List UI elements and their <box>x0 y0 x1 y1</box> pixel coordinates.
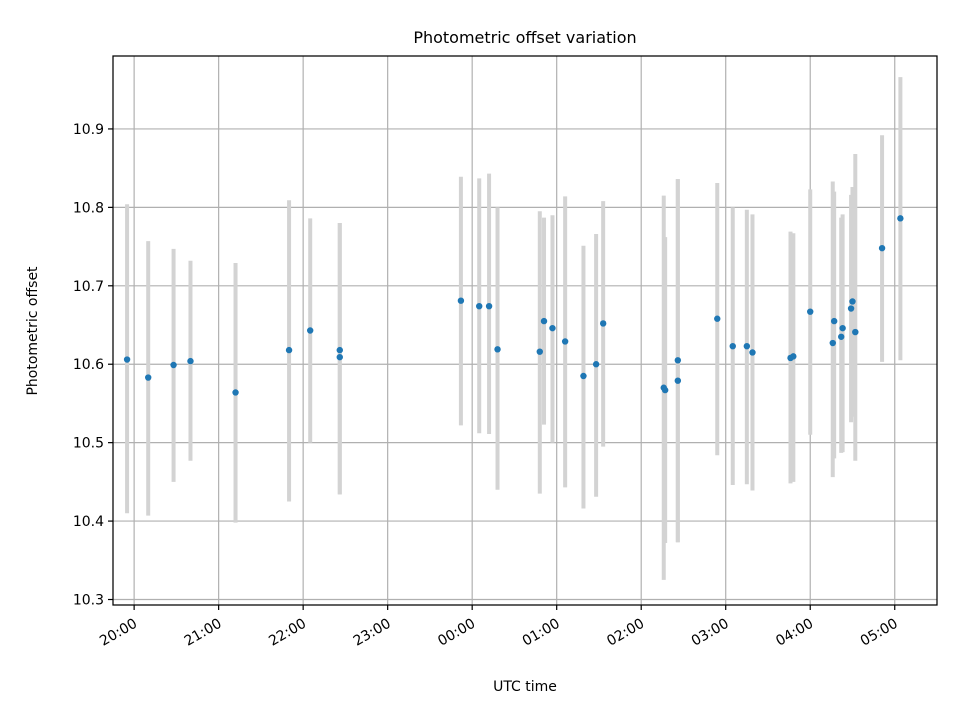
data-point <box>549 324 556 332</box>
data-point <box>674 377 682 384</box>
y-tick-label: 10.5 <box>73 436 104 452</box>
y-tick-label: 10.8 <box>73 200 104 216</box>
data-point <box>536 348 543 355</box>
data-point <box>145 374 152 381</box>
y-tick-label: 10.7 <box>73 279 104 295</box>
data-point <box>485 302 493 310</box>
data-point <box>540 317 548 325</box>
data-point <box>839 324 846 332</box>
data-point <box>749 349 756 356</box>
data-point <box>170 361 177 369</box>
data-point <box>476 302 483 310</box>
data-point <box>187 357 194 365</box>
data-point <box>494 346 501 353</box>
data-point <box>829 339 836 347</box>
data-point <box>849 298 856 305</box>
data-point <box>336 353 343 361</box>
data-point <box>714 315 721 322</box>
data-point <box>285 346 293 354</box>
data-point <box>743 342 751 350</box>
data-point <box>807 308 814 315</box>
data-point <box>561 338 569 345</box>
data-point <box>232 389 239 396</box>
data-point <box>592 361 600 368</box>
data-point <box>599 320 607 327</box>
data-point <box>790 353 797 360</box>
y-tick-label: 10.3 <box>73 593 104 609</box>
plot-frame <box>112 55 938 606</box>
data-point <box>336 346 343 354</box>
data-point <box>674 357 682 364</box>
grid-lines <box>113 56 937 605</box>
y-tick-label: 10.9 <box>73 122 104 138</box>
data-point <box>457 297 465 304</box>
data-point <box>838 333 845 340</box>
chart-title: Photometric offset variation <box>413 28 636 47</box>
data-points <box>123 215 904 396</box>
data-point <box>306 327 314 334</box>
data-point <box>580 372 587 380</box>
y-axis-ticks: 10.3 10.4 10.5 10.6 10.7 10.8 10.9 <box>73 122 113 609</box>
data-point <box>830 317 838 325</box>
data-point <box>878 244 886 252</box>
data-point <box>661 386 669 394</box>
data-point <box>852 328 859 336</box>
data-point <box>123 356 131 363</box>
data-point <box>729 342 736 350</box>
y-tick-label: 10.6 <box>73 357 104 373</box>
y-axis-label: Photometric offset <box>25 266 41 396</box>
data-point <box>847 305 855 312</box>
x-axis-label: UTC time <box>493 679 557 695</box>
y-tick-label: 10.4 <box>73 514 104 530</box>
data-point <box>897 215 904 222</box>
